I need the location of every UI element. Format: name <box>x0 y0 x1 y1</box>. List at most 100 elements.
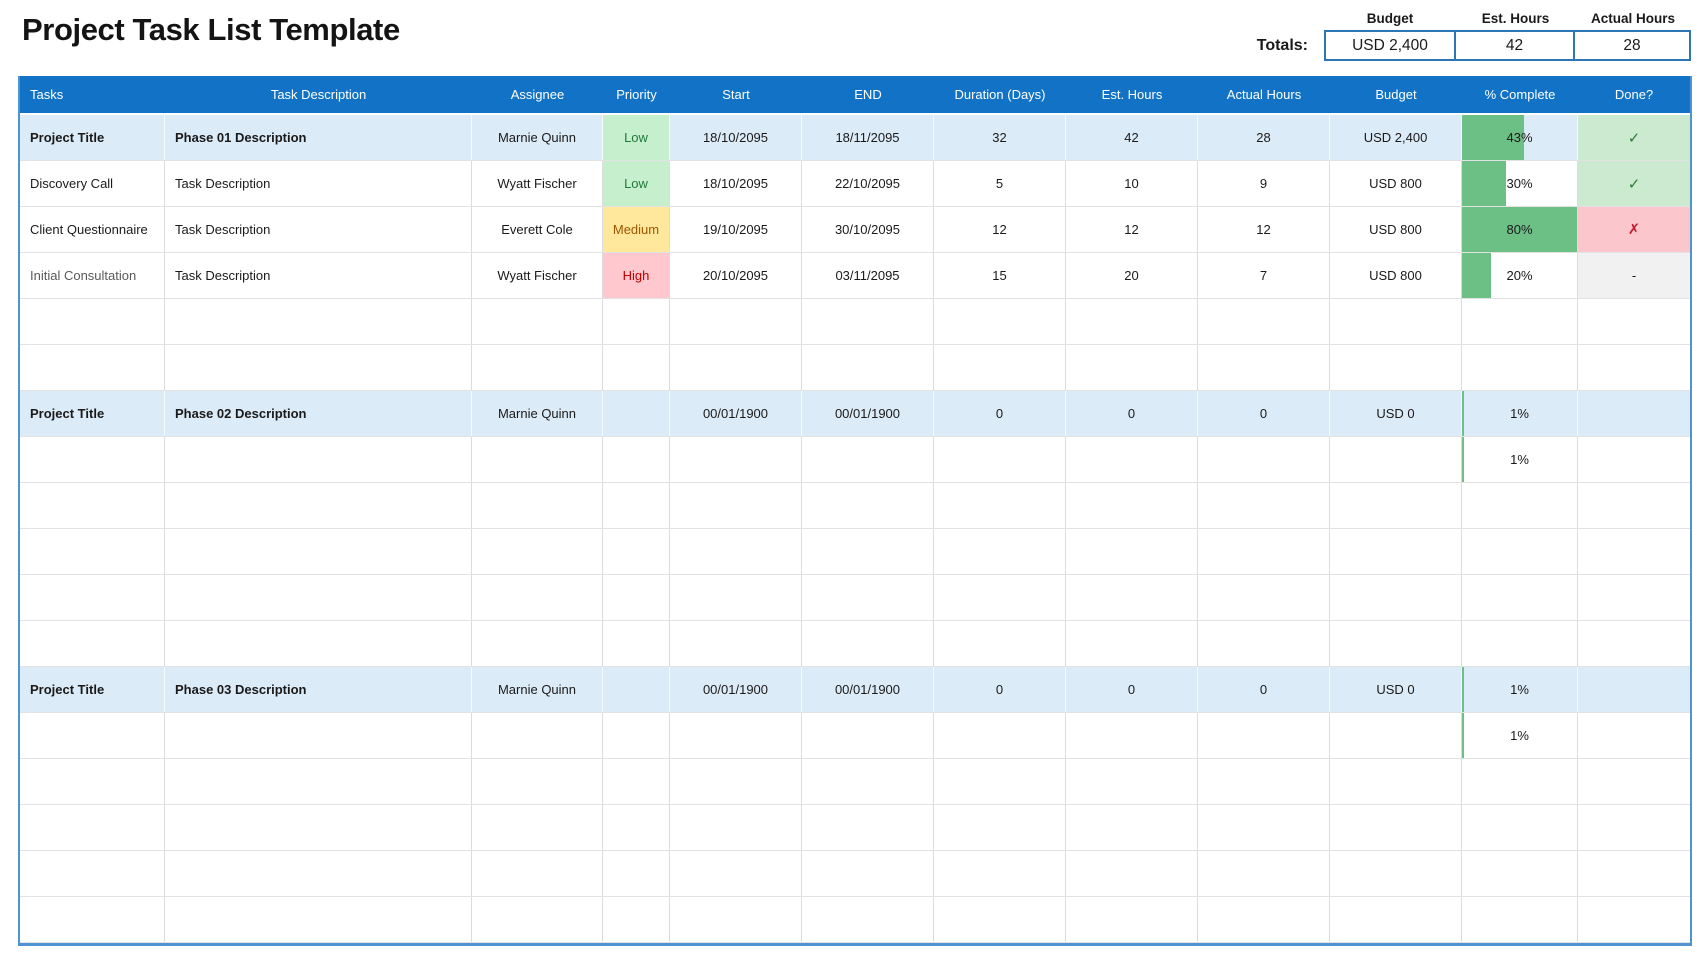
end-date-cell[interactable] <box>802 805 934 850</box>
end-date-cell[interactable] <box>802 575 934 620</box>
description-cell[interactable] <box>165 299 472 344</box>
assignee-cell[interactable]: Marnie Quinn <box>472 391 603 436</box>
budget-cell[interactable] <box>1330 851 1462 896</box>
description-cell[interactable]: Task Description <box>165 207 472 252</box>
assignee-cell[interactable] <box>472 575 603 620</box>
description-cell[interactable] <box>165 529 472 574</box>
percent-complete-cell[interactable] <box>1462 621 1578 666</box>
est-hours-cell[interactable] <box>1066 759 1198 804</box>
percent-complete-cell[interactable]: 1% <box>1462 391 1578 436</box>
actual-hours-cell[interactable] <box>1198 621 1330 666</box>
priority-cell[interactable] <box>603 621 670 666</box>
description-cell[interactable]: Phase 02 Description <box>165 391 472 436</box>
end-date-cell[interactable]: 30/10/2095 <box>802 207 934 252</box>
actual-hours-cell[interactable]: 9 <box>1198 161 1330 206</box>
priority-cell[interactable] <box>603 299 670 344</box>
task-cell[interactable]: Project Title <box>20 667 165 712</box>
duration-cell[interactable] <box>934 759 1066 804</box>
budget-cell[interactable]: USD 2,400 <box>1330 115 1462 160</box>
task-cell[interactable] <box>20 575 165 620</box>
budget-cell[interactable] <box>1330 299 1462 344</box>
start-date-cell[interactable] <box>670 851 802 896</box>
start-date-cell[interactable] <box>670 483 802 528</box>
budget-cell[interactable] <box>1330 621 1462 666</box>
percent-complete-cell[interactable]: 1% <box>1462 713 1578 758</box>
done-cell[interactable]: - <box>1578 253 1690 298</box>
start-date-cell[interactable] <box>670 299 802 344</box>
duration-cell[interactable]: 32 <box>934 115 1066 160</box>
start-date-cell[interactable] <box>670 805 802 850</box>
duration-cell[interactable]: 0 <box>934 391 1066 436</box>
task-cell[interactable]: Project Title <box>20 391 165 436</box>
task-cell[interactable] <box>20 437 165 482</box>
end-date-cell[interactable] <box>802 713 934 758</box>
actual-hours-cell[interactable]: 0 <box>1198 391 1330 436</box>
assignee-cell[interactable]: Marnie Quinn <box>472 667 603 712</box>
budget-cell[interactable] <box>1330 759 1462 804</box>
actual-hours-cell[interactable] <box>1198 345 1330 390</box>
description-cell[interactable] <box>165 897 472 942</box>
percent-complete-cell[interactable] <box>1462 805 1578 850</box>
end-date-cell[interactable] <box>802 299 934 344</box>
done-cell[interactable] <box>1578 621 1690 666</box>
budget-cell[interactable] <box>1330 575 1462 620</box>
est-hours-cell[interactable] <box>1066 437 1198 482</box>
actual-hours-cell[interactable]: 28 <box>1198 115 1330 160</box>
task-cell[interactable] <box>20 897 165 942</box>
budget-cell[interactable]: USD 800 <box>1330 161 1462 206</box>
start-date-cell[interactable]: 19/10/2095 <box>670 207 802 252</box>
priority-cell[interactable] <box>603 897 670 942</box>
description-cell[interactable]: Phase 03 Description <box>165 667 472 712</box>
budget-cell[interactable] <box>1330 345 1462 390</box>
task-cell[interactable] <box>20 805 165 850</box>
end-date-cell[interactable]: 22/10/2095 <box>802 161 934 206</box>
done-cell[interactable] <box>1578 759 1690 804</box>
est-hours-cell[interactable]: 42 <box>1066 115 1198 160</box>
duration-cell[interactable]: 15 <box>934 253 1066 298</box>
done-cell[interactable] <box>1578 805 1690 850</box>
assignee-cell[interactable] <box>472 851 603 896</box>
start-date-cell[interactable]: 18/10/2095 <box>670 161 802 206</box>
task-cell[interactable]: Client Questionnaire <box>20 207 165 252</box>
percent-complete-cell[interactable]: 1% <box>1462 437 1578 482</box>
priority-cell[interactable] <box>603 437 670 482</box>
est-hours-cell[interactable] <box>1066 897 1198 942</box>
assignee-cell[interactable] <box>472 713 603 758</box>
duration-cell[interactable] <box>934 575 1066 620</box>
percent-complete-cell[interactable]: 1% <box>1462 667 1578 712</box>
percent-complete-cell[interactable]: 30% <box>1462 161 1578 206</box>
end-date-cell[interactable]: 18/11/2095 <box>802 115 934 160</box>
start-date-cell[interactable]: 00/01/1900 <box>670 667 802 712</box>
done-cell[interactable]: ✓ <box>1578 161 1690 206</box>
totals-value-est-hours[interactable]: 42 <box>1454 30 1575 61</box>
priority-cell[interactable] <box>603 345 670 390</box>
percent-complete-cell[interactable] <box>1462 299 1578 344</box>
description-cell[interactable]: Phase 01 Description <box>165 115 472 160</box>
priority-cell[interactable]: High <box>603 253 670 298</box>
assignee-cell[interactable] <box>472 437 603 482</box>
priority-cell[interactable] <box>603 575 670 620</box>
description-cell[interactable]: Task Description <box>165 161 472 206</box>
budget-cell[interactable] <box>1330 483 1462 528</box>
percent-complete-cell[interactable]: 20% <box>1462 253 1578 298</box>
actual-hours-cell[interactable] <box>1198 575 1330 620</box>
actual-hours-cell[interactable] <box>1198 759 1330 804</box>
duration-cell[interactable] <box>934 345 1066 390</box>
end-date-cell[interactable]: 00/01/1900 <box>802 667 934 712</box>
est-hours-cell[interactable] <box>1066 345 1198 390</box>
end-date-cell[interactable] <box>802 437 934 482</box>
priority-cell[interactable]: Medium <box>603 207 670 252</box>
description-cell[interactable] <box>165 851 472 896</box>
start-date-cell[interactable] <box>670 713 802 758</box>
done-cell[interactable] <box>1578 391 1690 436</box>
priority-cell[interactable]: Low <box>603 161 670 206</box>
actual-hours-cell[interactable] <box>1198 437 1330 482</box>
done-cell[interactable]: ✓ <box>1578 115 1690 160</box>
end-date-cell[interactable]: 00/01/1900 <box>802 391 934 436</box>
assignee-cell[interactable] <box>472 299 603 344</box>
budget-cell[interactable]: USD 800 <box>1330 253 1462 298</box>
duration-cell[interactable]: 5 <box>934 161 1066 206</box>
totals-value-actual-hours[interactable]: 28 <box>1573 30 1691 61</box>
est-hours-cell[interactable] <box>1066 483 1198 528</box>
duration-cell[interactable] <box>934 713 1066 758</box>
